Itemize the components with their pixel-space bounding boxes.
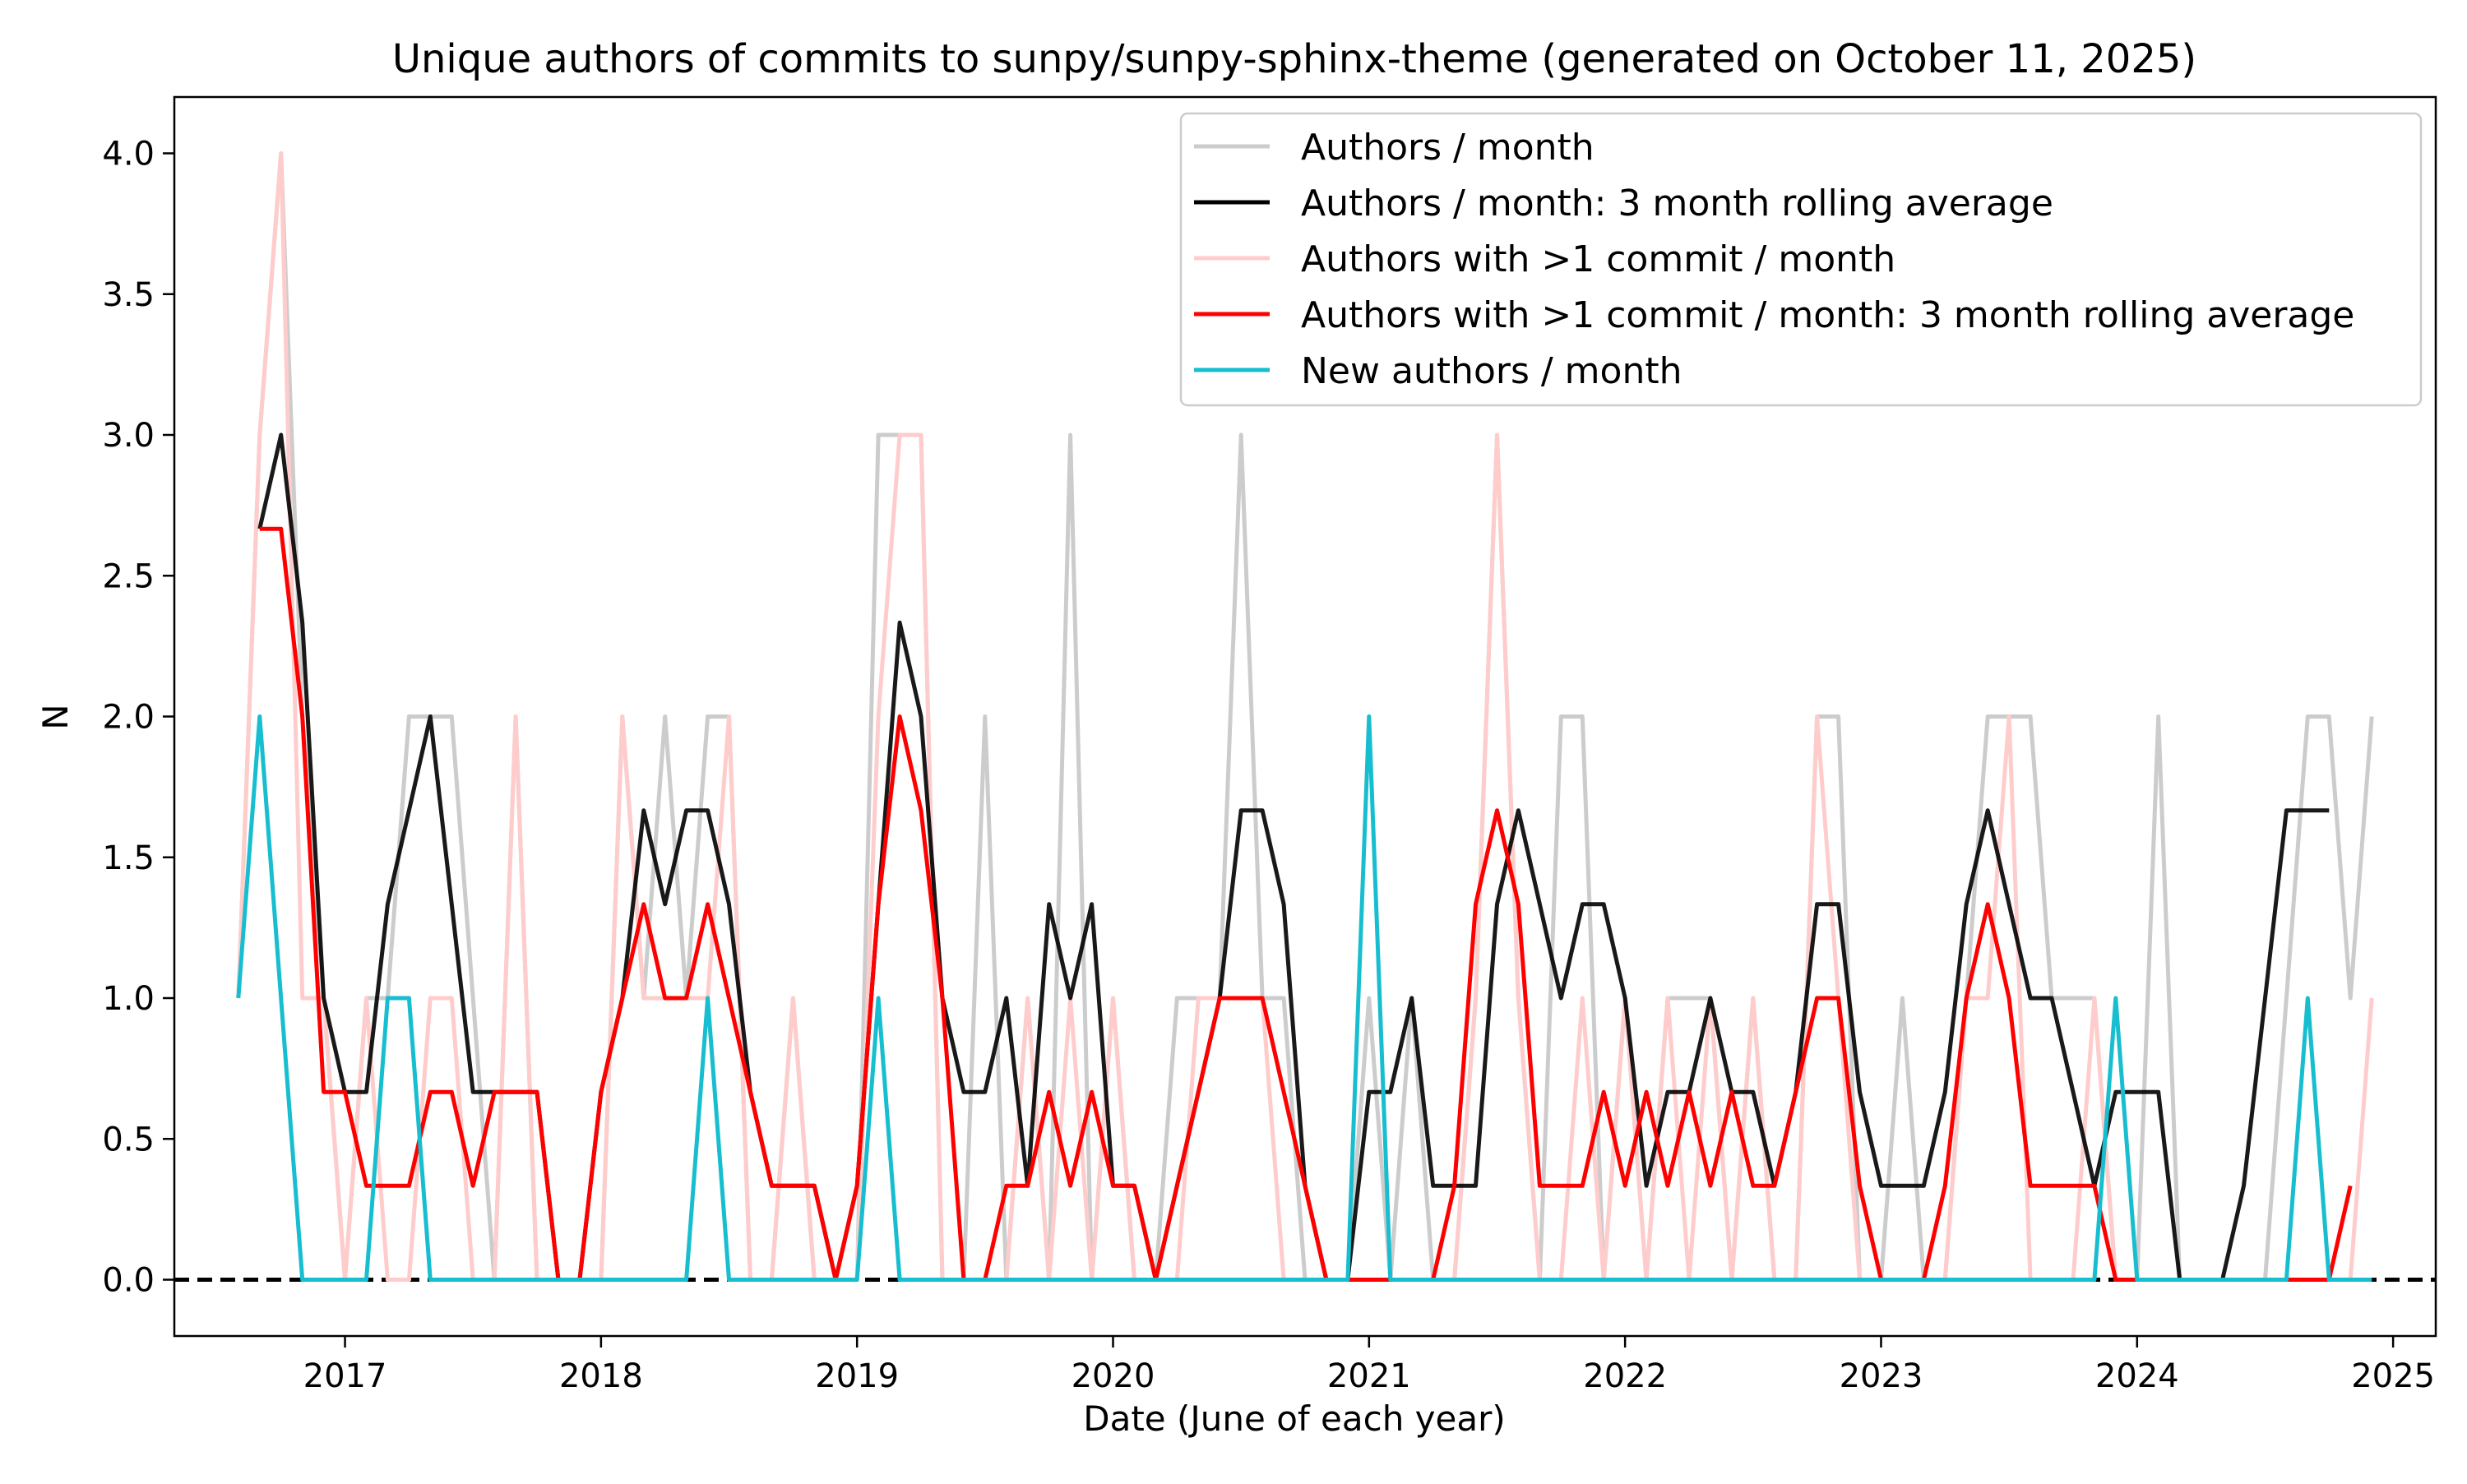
legend-label: New authors / month xyxy=(1301,350,1682,392)
x-tick-label: 2020 xyxy=(1072,1357,1155,1395)
chart-title: Unique authors of commits to sunpy/sunpy… xyxy=(392,36,2196,82)
y-axis-label: N xyxy=(35,704,76,729)
y-tick-label: 3.5 xyxy=(102,276,155,314)
series-line-5 xyxy=(236,714,2372,1282)
legend-label: Authors / month xyxy=(1301,127,1595,169)
x-axis-label: Date (June of each year) xyxy=(1083,1398,1506,1439)
y-tick-label: 1.5 xyxy=(102,839,155,877)
x-tick-label: 2025 xyxy=(2351,1357,2435,1395)
x-tick-label: 2019 xyxy=(815,1357,899,1395)
y-tick-label: 4.0 xyxy=(102,136,155,173)
legend: Authors / month Authors / month: 3 month … xyxy=(1179,112,2423,407)
y-tick-label: 0.5 xyxy=(102,1121,155,1158)
y-tick-label: 2.5 xyxy=(102,557,155,595)
x-tick-label: 2024 xyxy=(2095,1357,2179,1395)
y-tick-label: 1.0 xyxy=(102,980,155,1018)
x-tick-label: 2022 xyxy=(1583,1357,1667,1395)
x-tick-label: 2023 xyxy=(1840,1357,1923,1395)
legend-label: Authors with >1 commit / month xyxy=(1301,238,1895,280)
legend-label: Authors / month: 3 month rolling average xyxy=(1301,183,2053,224)
series-layer xyxy=(174,151,2436,1282)
legend-box xyxy=(1179,112,2423,407)
x-tick-label: 2021 xyxy=(1327,1357,1411,1395)
y-tick-label: 2.0 xyxy=(102,699,155,737)
y-tick-label: 0.0 xyxy=(102,1262,155,1300)
x-tick-label: 2018 xyxy=(559,1357,643,1395)
y-tick-label: 3.0 xyxy=(102,417,155,455)
x-tick-label: 2017 xyxy=(303,1357,387,1395)
axes-layer: 0.0 0.5 1.0 1.5 2.0 2.5 3.0 3.5 4.0 2017 2018 2019 2… xyxy=(102,95,2437,1395)
series-line-4 xyxy=(259,526,2353,1282)
legend-label: Authors with >1 commit / month: 3 month … xyxy=(1301,294,2354,336)
